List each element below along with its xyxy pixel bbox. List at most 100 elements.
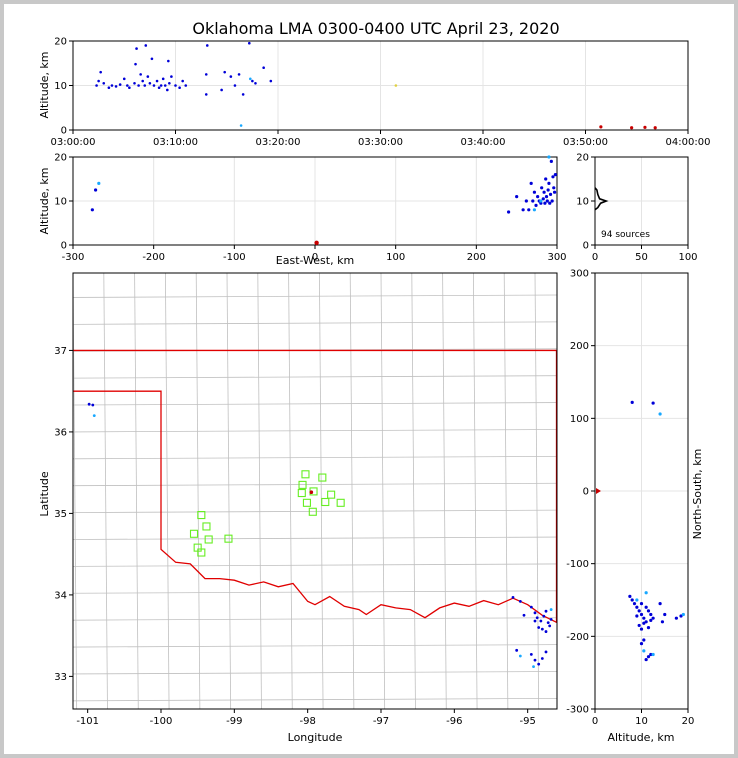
figure-frame: Oklahoma LMA 0300-0400 UTC April 23, 202… xyxy=(4,4,734,754)
source-point xyxy=(546,621,550,625)
source-point xyxy=(110,84,114,87)
x-tick-label: 03:40:00 xyxy=(461,137,506,148)
source-point xyxy=(249,77,252,81)
source-point xyxy=(133,81,136,85)
source-point xyxy=(660,620,665,624)
source-point xyxy=(239,124,243,127)
y-tick-label: 20 xyxy=(576,153,589,164)
source-point xyxy=(139,73,142,76)
state-border-south xyxy=(73,390,558,624)
source-point xyxy=(545,199,549,203)
source-point xyxy=(167,59,170,63)
source-point xyxy=(550,199,554,203)
source-point xyxy=(114,85,118,88)
source-point xyxy=(170,75,173,78)
source-point xyxy=(646,626,651,630)
x-tick-label: -101 xyxy=(76,716,99,727)
source-point xyxy=(97,181,101,185)
source-point xyxy=(92,414,96,418)
county-line xyxy=(72,698,558,702)
x-tick-label: 20 xyxy=(682,716,695,727)
source-point xyxy=(544,195,549,199)
source-point xyxy=(237,73,241,76)
histogram-panel: 0 50 100 0 10 20 xyxy=(576,153,697,264)
county-line xyxy=(72,509,558,513)
source-point xyxy=(534,203,538,207)
source-point xyxy=(535,616,539,620)
x-tick-label: 03:20:00 xyxy=(256,137,301,148)
source-point xyxy=(551,175,555,179)
y-tick-label: 0 xyxy=(583,487,589,498)
x-tick-label: 0 xyxy=(592,252,598,263)
source-point xyxy=(251,79,254,83)
source-point xyxy=(174,84,177,87)
source-point xyxy=(184,84,188,87)
source-point xyxy=(159,84,163,87)
source-point xyxy=(204,93,208,96)
source-point xyxy=(531,199,535,203)
source-point xyxy=(99,70,102,74)
source-point xyxy=(542,614,546,618)
source-point xyxy=(511,595,515,599)
y-tick-label: 10 xyxy=(576,197,589,208)
lma-station-marker xyxy=(202,522,211,531)
source-point xyxy=(674,616,678,620)
x-tick-label: 100 xyxy=(386,252,405,263)
y-tick-label: 37 xyxy=(54,346,67,357)
county-line xyxy=(72,590,558,594)
x-tick-label: 50 xyxy=(635,252,648,263)
source-point xyxy=(532,665,535,669)
x-tick-label: 03:10:00 xyxy=(153,137,198,148)
source-point xyxy=(642,638,646,642)
source-point xyxy=(649,652,653,657)
y-tick-label: 0 xyxy=(61,126,67,137)
county-line xyxy=(257,272,262,710)
source-point xyxy=(651,616,655,620)
x-tick-label: 0 xyxy=(312,252,318,263)
y-tick-label: 0 xyxy=(61,241,67,252)
source-point xyxy=(539,199,543,203)
y-tick-label: 36 xyxy=(54,427,67,438)
source-point xyxy=(532,190,537,194)
source-point xyxy=(651,401,655,405)
source-point xyxy=(150,57,154,61)
source-point xyxy=(107,86,111,90)
x-tick-label: 300 xyxy=(547,252,566,263)
source-point xyxy=(515,195,519,199)
source-point xyxy=(632,602,637,606)
source-point xyxy=(527,208,531,212)
source-point xyxy=(254,81,257,85)
source-point xyxy=(681,612,685,617)
y-tick-label: 10 xyxy=(54,197,67,208)
lma-station-marker xyxy=(297,488,306,498)
source-point xyxy=(663,612,667,617)
source-point xyxy=(394,84,398,87)
source-point xyxy=(548,624,552,628)
y-tick-label: 0 xyxy=(583,241,589,252)
source-point xyxy=(163,84,167,87)
source-point xyxy=(269,79,273,83)
source-point xyxy=(540,186,544,190)
source-point xyxy=(546,188,550,192)
county-line xyxy=(195,272,201,710)
source-point xyxy=(229,75,233,78)
y-tick-label: 34 xyxy=(54,590,67,601)
source-point xyxy=(639,627,644,631)
source-point xyxy=(644,605,648,609)
source-point xyxy=(637,623,641,628)
source-point xyxy=(161,77,165,81)
source-point xyxy=(95,84,98,87)
source-point xyxy=(134,62,137,66)
county-line xyxy=(72,402,558,406)
source-point xyxy=(205,44,209,47)
map-panel: -101 -100 -99 -98 -97 -96 -95 33 34 35 36 37 xyxy=(54,272,558,727)
source-point xyxy=(515,648,519,652)
x-tick-label: 03:30:00 xyxy=(358,137,403,148)
source-point xyxy=(518,654,522,658)
ew-altitude-panel: -300 -200 -100 0 100 200 300 0 10 20 xyxy=(54,153,566,264)
source-point xyxy=(653,126,657,130)
county-line xyxy=(72,294,558,298)
y-tick-label: 300 xyxy=(570,269,589,280)
source-point xyxy=(93,188,98,192)
lma-station-marker xyxy=(321,497,330,507)
